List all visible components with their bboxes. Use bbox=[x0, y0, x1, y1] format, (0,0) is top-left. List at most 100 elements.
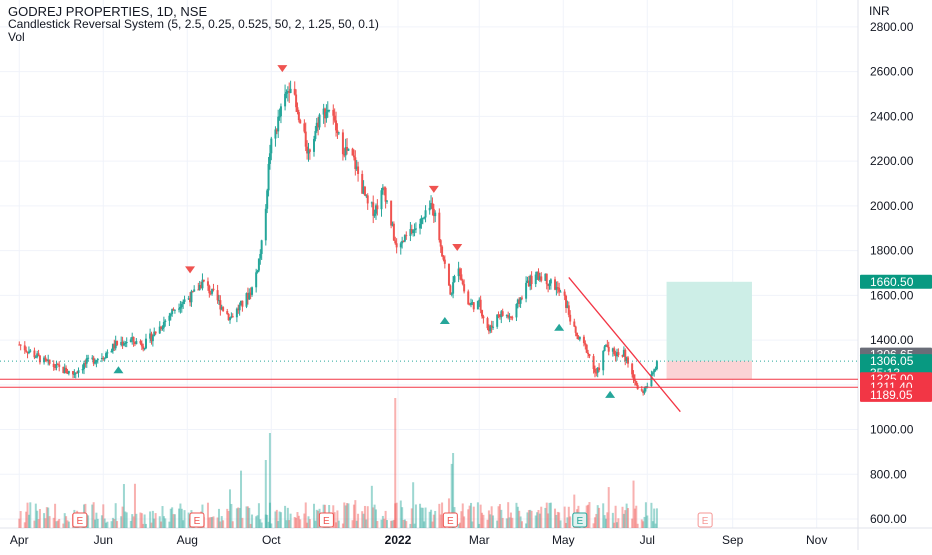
low2-price-tag[interactable] bbox=[860, 387, 932, 402]
trendline[interactable] bbox=[568, 277, 681, 413]
candle-body bbox=[77, 370, 80, 373]
earnings-marker-label: E bbox=[447, 516, 454, 527]
volume-bar bbox=[457, 523, 460, 528]
earnings-marker[interactable] bbox=[442, 512, 458, 528]
x-tick-label: Oct bbox=[262, 533, 281, 547]
earnings-marker[interactable] bbox=[572, 512, 588, 528]
candle-body bbox=[479, 299, 482, 311]
volume-bar bbox=[317, 510, 320, 528]
volume-bar bbox=[615, 522, 618, 528]
candle-body bbox=[245, 293, 248, 307]
volume-bar bbox=[439, 514, 442, 528]
candle-body bbox=[467, 291, 470, 305]
volume-bar bbox=[508, 517, 511, 528]
candle-body bbox=[498, 314, 501, 318]
volume-bar bbox=[603, 515, 606, 528]
volume-bar bbox=[227, 511, 230, 528]
volume-bar bbox=[161, 506, 164, 528]
target-price-tag[interactable] bbox=[860, 274, 932, 289]
volume-bar bbox=[547, 513, 550, 528]
candle-body bbox=[202, 279, 205, 282]
indicator-legend[interactable]: Candlestick Reversal System (5, 2.5, 0.2… bbox=[8, 17, 379, 31]
candle-body bbox=[487, 328, 490, 332]
volume-bar bbox=[373, 504, 376, 528]
candle-body bbox=[266, 190, 269, 209]
earnings-marker[interactable] bbox=[72, 512, 88, 528]
candle-body bbox=[18, 344, 21, 346]
volume-bar bbox=[306, 522, 309, 528]
candle-body bbox=[593, 368, 596, 373]
candle-body bbox=[635, 380, 638, 386]
volume-bar bbox=[614, 505, 617, 528]
candle-body bbox=[458, 268, 461, 275]
volume-bar bbox=[171, 507, 174, 528]
volume-bar bbox=[303, 513, 306, 528]
candle-body bbox=[116, 340, 119, 345]
volume-bar bbox=[624, 510, 627, 528]
candle-body bbox=[84, 363, 87, 365]
volume-bar bbox=[471, 521, 474, 528]
candle-body bbox=[516, 299, 519, 305]
candle-body bbox=[206, 281, 209, 286]
y-tick-label: 1000.00 bbox=[870, 423, 914, 437]
candle-body bbox=[372, 202, 375, 216]
volume-bar bbox=[65, 516, 68, 528]
volume-bar bbox=[217, 508, 220, 528]
candle-body bbox=[566, 305, 569, 308]
volume-bar bbox=[525, 523, 528, 528]
volume-bar bbox=[537, 510, 540, 528]
stop-zone[interactable] bbox=[666, 361, 752, 380]
volume-bar bbox=[635, 505, 638, 528]
candle-body bbox=[452, 282, 455, 294]
volume-bar bbox=[617, 518, 620, 528]
volume-bar bbox=[264, 460, 267, 528]
candle-body bbox=[235, 308, 238, 318]
volume-bar bbox=[470, 502, 473, 528]
candle-body bbox=[355, 166, 358, 170]
volume-bar bbox=[395, 502, 398, 528]
earnings-marker[interactable] bbox=[697, 512, 713, 528]
candle-body bbox=[275, 129, 278, 132]
volume-legend[interactable]: Vol bbox=[8, 30, 25, 44]
candle-body bbox=[357, 166, 360, 174]
candle-body bbox=[565, 295, 568, 308]
x-tick-label: Aug bbox=[177, 533, 198, 547]
volume-bar bbox=[249, 523, 252, 528]
volume-bar bbox=[604, 518, 607, 528]
candle-body bbox=[26, 351, 29, 354]
candle-body bbox=[573, 321, 576, 327]
candle-body bbox=[110, 350, 113, 353]
candle-body bbox=[391, 223, 394, 226]
candle-body bbox=[58, 364, 61, 367]
volume-bar bbox=[627, 508, 630, 528]
candle-body bbox=[574, 326, 577, 333]
volume-bar bbox=[640, 519, 643, 528]
volume-bar bbox=[56, 520, 59, 528]
target-zone[interactable] bbox=[666, 281, 752, 362]
candle-body bbox=[44, 357, 47, 360]
volume-bar bbox=[62, 523, 65, 528]
candle-body bbox=[328, 109, 331, 111]
volume-bar bbox=[131, 514, 134, 528]
candle-body bbox=[578, 336, 581, 340]
candle-body bbox=[131, 336, 134, 340]
candle-body bbox=[354, 157, 357, 170]
candle-body bbox=[392, 223, 395, 241]
earnings-marker[interactable] bbox=[318, 512, 334, 528]
candle-body bbox=[313, 138, 316, 152]
volume-bar bbox=[18, 518, 21, 528]
candle-body bbox=[71, 371, 74, 375]
symbol-title[interactable]: GODREJ PROPERTIES, 1D, NSE bbox=[8, 4, 208, 19]
earnings-marker-label: E bbox=[194, 516, 201, 527]
volume-bar bbox=[36, 510, 39, 528]
volume-bar bbox=[122, 484, 125, 528]
x-tick-label: Jul bbox=[640, 533, 655, 547]
earnings-marker[interactable] bbox=[189, 512, 205, 528]
candle-body bbox=[25, 350, 28, 352]
volume-bar bbox=[63, 513, 66, 528]
y-tick-label: 2000.00 bbox=[870, 199, 914, 213]
candle-body bbox=[341, 132, 344, 155]
volume-bar bbox=[376, 521, 379, 528]
